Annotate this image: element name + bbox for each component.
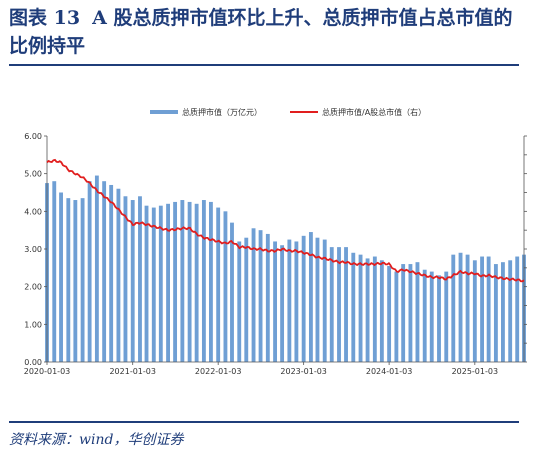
bar [94,175,99,362]
legend-bar-swatch [150,110,178,114]
bar-series [45,175,526,362]
y-tick-label: 5.00 [24,170,42,179]
bar [379,260,384,362]
x-tick-label: 2020-01-03 [24,367,71,376]
bar [80,198,85,362]
bar [187,201,192,362]
bar [130,200,135,362]
bar [408,264,413,362]
bar [59,192,63,362]
bar [322,239,327,362]
bar [472,260,477,362]
axes: 0.00 1.00 2.00 3.00 4.00 5.00 6.00 2020-01-03 20… [24,132,527,376]
bar [230,222,234,362]
bar [465,254,470,362]
line-series [46,158,525,283]
source-divider [9,421,519,423]
bar [308,232,313,362]
bar [138,196,142,362]
bar [508,260,513,362]
x-tick-label: 2025-01-03 [452,367,499,376]
bar [372,256,377,362]
bar [429,271,434,362]
bar [501,262,505,362]
bar [358,254,363,362]
bar [444,271,449,362]
bar [123,196,128,362]
bar [158,205,163,362]
bar [515,256,520,362]
bar [173,201,178,362]
bar [73,200,78,362]
x-tick-label: 2024-01-03 [366,367,413,376]
bar [52,181,57,362]
bar [280,245,285,362]
bar [329,247,334,362]
bar [486,256,491,362]
bar [344,247,348,362]
bar [237,241,242,362]
bar [480,256,485,362]
bar [87,181,92,362]
bar [401,264,406,362]
figure-title: 图表 13 A 股总质押市值环比上升、总质押市值占总市值的比例持平 [9,4,529,60]
figure-number: 13 [53,7,81,29]
bar [109,184,114,362]
bar [287,239,292,362]
bar [365,258,370,362]
source-note: 资料来源：wind，华创证券 [9,432,184,448]
bar [166,203,170,362]
y-tick-label: 1.00 [24,320,42,329]
bar [451,254,456,362]
bar [66,198,71,362]
bar [244,237,249,362]
bar [415,262,420,362]
bar [201,200,206,362]
bar [273,241,278,362]
x-tick-label: 2021-01-03 [109,367,156,376]
bar [458,252,463,362]
bar [251,228,256,362]
y-tick-label: 6.00 [24,132,42,141]
y-tick-label: 2.00 [24,283,42,292]
bar [394,271,399,362]
legend: 总质押市值（万亿元） 总质押市值/A股总市值（右） [150,107,426,117]
y-tick-label: 4.00 [24,207,42,216]
bar [294,241,299,362]
bar [387,265,392,362]
figure-title-text: A 股总质押市值环比上升、总质押市值占总市值的比例持平 [9,7,513,57]
y-tick-label: 0.00 [24,358,42,367]
bar [493,264,498,362]
bar [437,275,441,362]
bar [315,237,320,362]
series-line [46,158,525,283]
bar [422,269,427,362]
legend-bar-label: 总质押市值（万亿元） [182,107,262,117]
bar [102,181,107,362]
bar [337,247,341,362]
bar [258,230,263,362]
figure-label: 图表 [9,7,48,29]
bar [116,188,121,362]
bar [151,207,156,362]
y-tick-label: 3.00 [24,245,42,254]
bar [194,203,199,362]
bar [144,205,149,362]
bar [223,211,228,362]
bar [208,201,213,362]
x-tick-label: 2023-01-03 [280,367,327,376]
x-tick-label: 2022-01-03 [195,367,242,376]
bar [216,207,221,362]
bar [351,252,356,362]
bar [180,200,185,362]
bar [265,233,270,362]
bar [301,235,306,362]
legend-line-label: 总质押市值/A股总市值（右） [322,107,426,117]
title-divider [9,64,519,66]
